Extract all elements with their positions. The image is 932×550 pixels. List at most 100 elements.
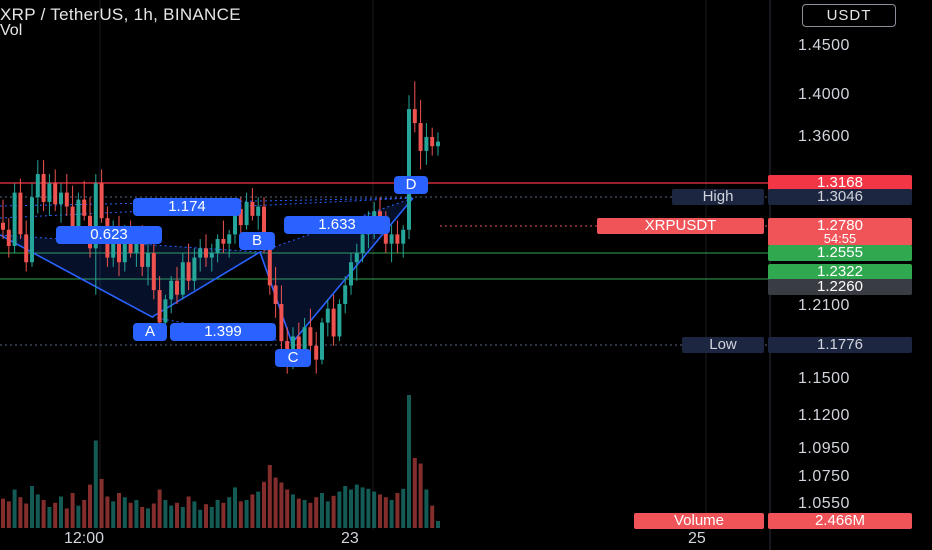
volume-bar xyxy=(1,498,5,528)
volume-bar xyxy=(105,496,110,528)
price-tick: 1.1200 xyxy=(798,407,850,424)
volume-bar xyxy=(128,502,133,528)
volume-bar xyxy=(53,502,58,528)
candle-body xyxy=(12,192,17,246)
time-tick: 23 xyxy=(341,530,359,547)
volume-bar xyxy=(93,440,98,528)
candle-body xyxy=(233,208,237,235)
candle-body xyxy=(175,280,179,295)
price-tick: 1.4500 xyxy=(798,37,850,54)
symbol-title[interactable]: XRP / TetherUS, 1h, BINANCE xyxy=(0,5,241,24)
volume-bar xyxy=(238,501,243,528)
candle-body xyxy=(302,327,307,356)
candle-body xyxy=(424,136,429,151)
candle-body xyxy=(325,308,330,323)
volume-bar xyxy=(88,484,92,528)
support-price-tag: 1.2555 xyxy=(768,245,912,261)
candle-body xyxy=(134,239,139,253)
pattern-point-d[interactable]: D xyxy=(394,176,428,194)
price-tick: 1.3600 xyxy=(798,128,850,145)
candle-body xyxy=(250,201,255,216)
volume-bar xyxy=(378,494,382,528)
volume-indicator-label[interactable]: Vol xyxy=(0,22,23,39)
currency-button[interactable]: USDT xyxy=(802,4,896,27)
price-tick: 1.2100 xyxy=(798,297,850,314)
pattern-fill-bcd xyxy=(260,198,413,343)
candle-body xyxy=(372,211,377,221)
volume-bar xyxy=(209,507,214,528)
candle-body xyxy=(221,239,226,244)
candle-body xyxy=(192,257,197,281)
candle-body xyxy=(389,234,394,244)
candle-body xyxy=(30,197,34,263)
candle-body xyxy=(418,123,423,151)
time-tick: 12:00 xyxy=(64,530,105,547)
candle-body xyxy=(215,239,220,253)
price-tick: 1.4000 xyxy=(798,86,850,103)
candle-body xyxy=(238,208,243,226)
candle-body xyxy=(117,229,121,263)
volume-bar xyxy=(180,507,185,528)
volume-bar xyxy=(325,501,330,528)
volume-bar xyxy=(169,505,174,528)
volume-bar xyxy=(291,494,295,528)
volume-bar xyxy=(157,489,162,528)
volume-bar xyxy=(6,501,11,528)
volume-bar xyxy=(12,489,17,528)
candle-body xyxy=(331,308,336,337)
candle-body xyxy=(401,229,406,244)
price-tick: 1.1500 xyxy=(798,370,850,387)
ratio-label[interactable]: 1.174 xyxy=(133,198,241,216)
candle-body xyxy=(157,290,162,323)
candle-body xyxy=(169,280,174,300)
pattern-point-b[interactable]: B xyxy=(239,232,275,250)
volume-bar xyxy=(198,509,203,528)
volume-bar xyxy=(134,500,139,528)
ratio-label[interactable]: 0.623 xyxy=(56,226,162,244)
candle-body xyxy=(296,336,301,356)
candle-body xyxy=(279,304,284,342)
volume-bar xyxy=(70,493,75,528)
low-price-tag: 1.1776 xyxy=(768,337,912,353)
candle-body xyxy=(18,192,23,235)
pattern-point-c[interactable]: C xyxy=(275,349,311,367)
candle-body xyxy=(140,239,145,267)
volume-bar xyxy=(76,505,81,528)
candle-body xyxy=(146,252,150,267)
volume-bar xyxy=(279,482,284,528)
volume-bar xyxy=(360,487,365,528)
candle-body xyxy=(24,234,29,263)
candle-body xyxy=(122,234,127,263)
pattern-fill-xab xyxy=(0,235,260,317)
candle-body xyxy=(337,304,342,337)
price-tick: 1.0750 xyxy=(798,468,850,485)
volume-bar xyxy=(64,508,69,528)
volume-bar xyxy=(30,486,34,528)
candle-body xyxy=(47,183,52,202)
candle-body xyxy=(204,248,208,258)
pattern-point-a[interactable]: A xyxy=(133,323,167,341)
ratio-label[interactable]: 1.399 xyxy=(170,323,276,341)
volume-bar xyxy=(436,521,440,528)
volume-value-tag: 2.466M xyxy=(768,513,912,529)
volume-bar xyxy=(175,502,179,528)
volume-bar xyxy=(244,500,249,528)
volume-bar xyxy=(250,494,255,528)
candle-body xyxy=(320,322,324,360)
candle-body xyxy=(198,248,203,258)
countdown-timer: 54:55 xyxy=(823,231,857,246)
candle-body xyxy=(256,206,261,216)
volume-bar xyxy=(192,501,197,528)
level-price-tag: 1.2260 xyxy=(768,279,912,295)
volume-bar xyxy=(227,497,232,528)
candle-body xyxy=(314,345,319,360)
volume-bar xyxy=(111,501,116,528)
last-price-tag: 1.2780 54:55 xyxy=(768,218,912,246)
high-label: High xyxy=(672,189,764,205)
ratio-label[interactable]: 1.633 xyxy=(284,216,390,234)
candle-body xyxy=(383,225,388,244)
volume-bar xyxy=(349,489,353,528)
high-price-tag: 1.3046 xyxy=(768,189,912,205)
volume-bar xyxy=(308,502,313,528)
volume-bar xyxy=(215,500,220,528)
